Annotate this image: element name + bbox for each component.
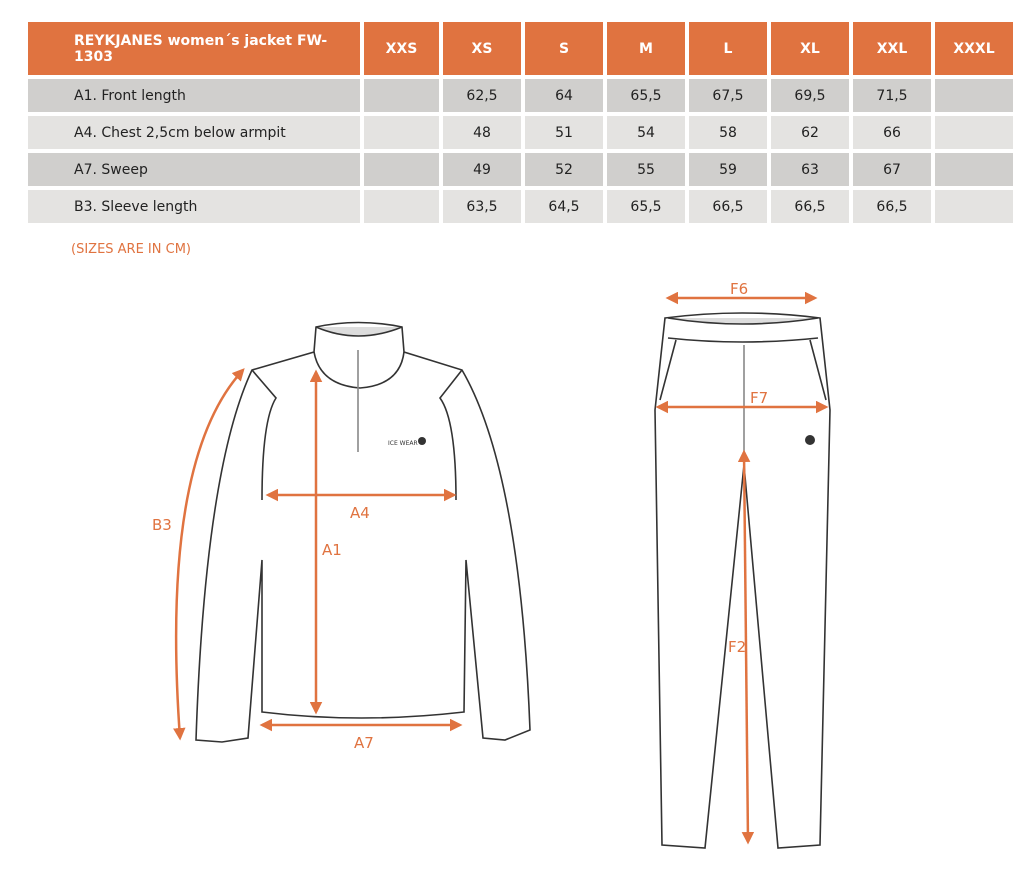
size-value: 48 <box>443 116 521 149</box>
size-value: 59 <box>689 153 767 186</box>
size-header: XXXL <box>935 22 1013 75</box>
f2-label: F2 <box>728 638 746 656</box>
size-value <box>364 79 439 112</box>
pants-logo-icon <box>805 435 815 445</box>
a1-label: A1 <box>322 541 342 559</box>
size-value <box>935 79 1013 112</box>
size-header: XS <box>443 22 521 75</box>
ice-wear-logo: ICE WEAR <box>388 437 426 447</box>
size-header: XL <box>771 22 849 75</box>
size-value <box>364 116 439 149</box>
table-row: A7. Sweep 49 52 55 59 63 67 <box>28 153 1013 186</box>
pants-drawing <box>654 312 831 849</box>
size-value: 58 <box>689 116 767 149</box>
size-value: 66 <box>853 116 931 149</box>
size-value <box>935 153 1013 186</box>
svg-text:ICE WEAR: ICE WEAR <box>388 440 418 447</box>
size-value: 71,5 <box>853 79 931 112</box>
size-header: XXS <box>364 22 439 75</box>
size-value: 65,5 <box>607 79 685 112</box>
size-value: 49 <box>443 153 521 186</box>
table-title: REYKJANES women´s jacket FW-1303 <box>28 22 360 75</box>
size-header: L <box>689 22 767 75</box>
units-note: (SIZES ARE IN CM) <box>71 242 191 257</box>
size-value: 66,5 <box>771 190 849 223</box>
f2-arrow <box>737 449 755 845</box>
table-row: A1. Front length 62,5 64 65,5 67,5 69,5 71,5 <box>28 79 1013 112</box>
size-value: 67 <box>853 153 931 186</box>
size-value: 52 <box>525 153 603 186</box>
size-header: S <box>525 22 603 75</box>
size-value: 63 <box>771 153 849 186</box>
size-value <box>935 116 1013 149</box>
b3-label: B3 <box>152 516 172 534</box>
size-value: 66,5 <box>853 190 931 223</box>
measurement-label: A1. Front length <box>28 79 360 112</box>
size-value: 64 <box>525 79 603 112</box>
f6-label: F6 <box>730 280 748 298</box>
measurement-label: A4. Chest 2,5cm below armpit <box>28 116 360 149</box>
measurement-label: B3. Sleeve length <box>28 190 360 223</box>
size-header: M <box>607 22 685 75</box>
table-row: B3. Sleeve length 63,5 64,5 65,5 66,5 66,5 66,… <box>28 190 1013 223</box>
size-value: 62,5 <box>443 79 521 112</box>
size-value: 51 <box>525 116 603 149</box>
table-row: A4. Chest 2,5cm below armpit 48 51 54 58 62 66 <box>28 116 1013 149</box>
measurement-label: A7. Sweep <box>28 153 360 186</box>
size-value: 67,5 <box>689 79 767 112</box>
size-table: REYKJANES women´s jacket FW-1303 XXS XS S M L… <box>24 18 1017 227</box>
size-value <box>935 190 1013 223</box>
size-value: 64,5 <box>525 190 603 223</box>
size-value: 69,5 <box>771 79 849 112</box>
size-value <box>364 153 439 186</box>
f7-label: F7 <box>750 389 768 407</box>
size-value: 63,5 <box>443 190 521 223</box>
size-value <box>364 190 439 223</box>
size-header: XXL <box>853 22 931 75</box>
a4-label: A4 <box>350 504 370 522</box>
size-value: 66,5 <box>689 190 767 223</box>
b3-arrow <box>173 368 245 741</box>
a7-label: A7 <box>354 734 374 752</box>
size-value: 54 <box>607 116 685 149</box>
size-value: 65,5 <box>607 190 685 223</box>
size-value: 55 <box>607 153 685 186</box>
size-value: 62 <box>771 116 849 149</box>
jacket-drawing <box>195 321 531 743</box>
